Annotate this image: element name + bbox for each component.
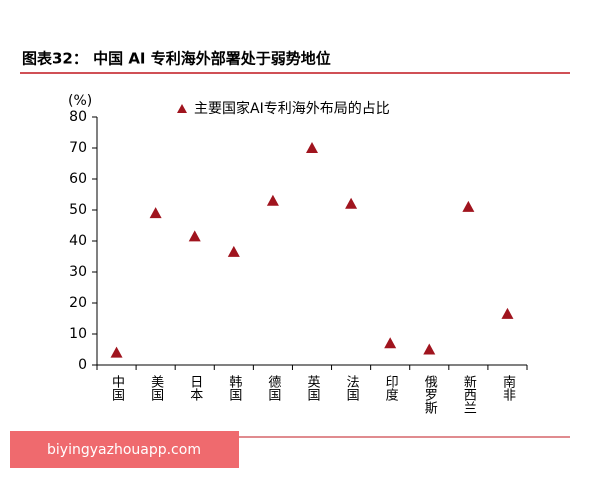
y-tick-label: 10 (69, 326, 87, 342)
y-tick-label: 20 (69, 295, 87, 311)
y-tick-label: 70 (69, 140, 87, 156)
marker (423, 343, 436, 355)
legend-label: 主要国家AI专利海外布局的占比 (194, 100, 390, 117)
marker (227, 245, 240, 257)
y-axis-label: (%) (68, 93, 92, 109)
y-tick-label: 0 (78, 357, 87, 373)
x-tick-label: 德国 (265, 375, 281, 401)
x-tick-label: 美国 (148, 375, 164, 401)
watermark-box (10, 431, 239, 468)
watermark: biyingyazhouapp.com (47, 442, 201, 458)
marker (462, 200, 475, 212)
marker (345, 197, 358, 209)
x-tick-label: 法国 (344, 375, 360, 401)
x-tick-label: 南非 (500, 374, 516, 401)
marker (306, 142, 318, 153)
y-tick-label: 50 (69, 202, 87, 218)
x-tick-label: 韩国 (226, 375, 242, 401)
y-tick-label: 60 (69, 171, 87, 187)
y-tick-label: 80 (69, 109, 87, 125)
y-tick-label: 30 (69, 264, 87, 280)
x-tick-label: 印度 (383, 375, 399, 401)
x-tick-label: 新西兰 (461, 374, 477, 414)
y-tick-label: 40 (69, 233, 87, 249)
marker (149, 207, 162, 219)
marker (266, 194, 279, 206)
marker (501, 307, 514, 319)
x-tick-label: 俄罗斯 (422, 375, 438, 415)
x-tick-label: 英国 (305, 375, 321, 401)
marker (384, 337, 397, 349)
x-tick-label: 中国 (109, 375, 124, 401)
x-tick-label: 日本 (187, 375, 203, 401)
chart-title: 图表32： 中国 AI 专利海外部署处于弱势地位 (22, 50, 331, 68)
legend-marker (177, 104, 187, 113)
marker (110, 346, 123, 358)
marker (188, 230, 201, 242)
